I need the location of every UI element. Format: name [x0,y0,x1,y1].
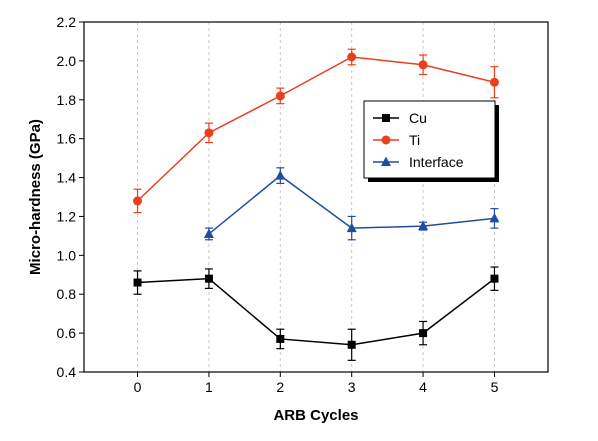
point-ti-3 [347,52,357,62]
legend-marker-ti [381,135,391,145]
legend-label-cu: Cu [409,110,427,126]
point-cu-2 [276,334,285,343]
point-ti-5 [489,77,499,87]
point-ti-4 [418,60,428,70]
point-cu-3 [347,340,356,349]
x-axis-label: ARB Cycles [273,407,358,424]
y-tick-label-1: 0.6 [57,325,77,341]
point-interface-4 [489,212,500,223]
x-tick-label-0: 0 [134,379,142,395]
point-cu-4 [419,329,428,338]
y-tick-label-2: 0.8 [57,286,77,302]
plot-frame [83,21,549,373]
point-interface-3 [418,220,429,231]
x-tick-label-3: 3 [348,379,356,395]
legend-label-ti: Ti [409,132,420,148]
series-layer [133,48,500,361]
series-interface [203,167,500,241]
legend-items: Cu Ti Interface [373,110,464,170]
x-tick-label-1: 1 [205,379,213,395]
series-cu [133,266,499,361]
point-cu-0 [133,278,142,287]
point-interface-0 [203,228,214,238]
legend: Cu Ti Interface [363,100,499,182]
legend-label-interface: Interface [409,154,464,170]
y-tick-label-4: 1.2 [57,208,77,224]
point-interface-2 [346,222,357,233]
series-line-cu [137,277,495,346]
legend-marker-cu [382,114,390,122]
point-interface-1 [275,170,286,180]
x-tick-label-2: 2 [276,379,284,395]
point-ti-0 [133,196,143,206]
axis-ticks: 0 1 2 3 4 5 0.4 0.6 0.8 1.0 1.2 1.4 1.6 1.8 2.0 2.2 [57,14,499,395]
x-tick-label-4: 4 [419,379,427,395]
legend-marker-interface [381,156,391,166]
series-ti [133,48,499,214]
y-tick-label-6: 1.6 [57,131,77,147]
y-tick-label-3: 1.0 [57,247,77,263]
x-tick-label-5: 5 [491,379,499,395]
series-line-ti [137,56,495,202]
y-tick-label-0: 0.4 [57,364,77,380]
point-ti-2 [275,91,285,101]
y-tick-label-5: 1.4 [57,170,77,186]
point-cu-1 [204,274,213,283]
y-axis-label: Micro-hardness (GPa) [27,119,44,275]
y-tick-label-9: 2.2 [57,14,77,30]
y-tick-label-7: 1.8 [57,92,77,108]
point-cu-5 [490,274,499,283]
y-tick-label-8: 2.0 [57,53,77,69]
point-ti-1 [204,128,214,138]
